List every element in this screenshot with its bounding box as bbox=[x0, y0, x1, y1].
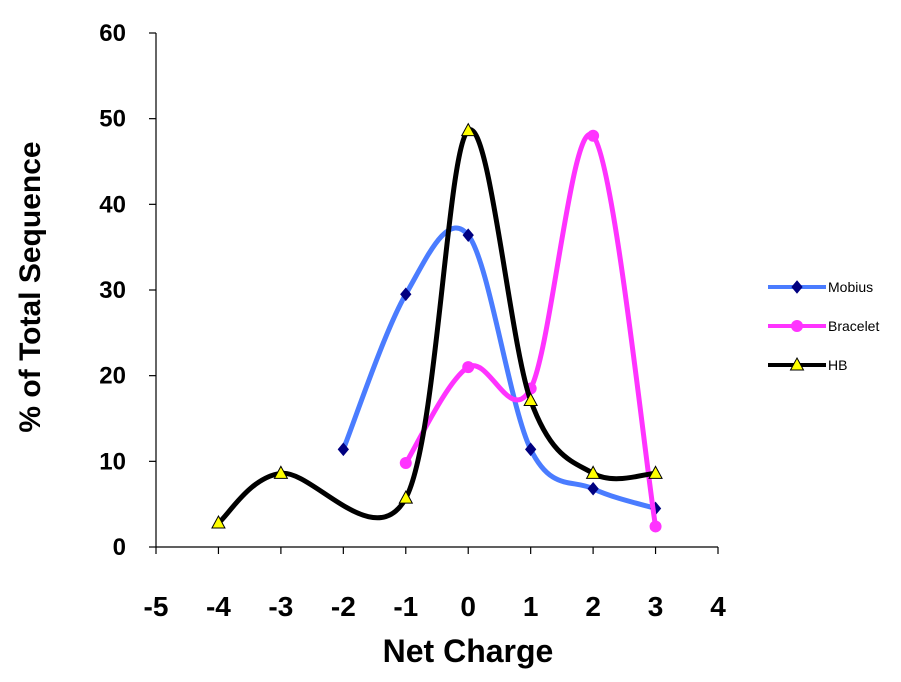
y-tick-label: 40 bbox=[99, 191, 126, 218]
x-tick-label: -5 bbox=[144, 591, 169, 622]
y-tick-label: 30 bbox=[99, 277, 126, 304]
series-line-bracelet bbox=[403, 131, 659, 529]
x-tick-label: 1 bbox=[523, 591, 539, 622]
y-tick-label: 50 bbox=[99, 106, 126, 133]
legend-marker-mobius bbox=[791, 280, 803, 294]
legend-marker-hb bbox=[789, 356, 805, 371]
axes bbox=[149, 32, 719, 554]
data-point-mobius bbox=[587, 481, 599, 496]
series-bracelet bbox=[399, 129, 662, 533]
data-point-hb bbox=[460, 122, 476, 137]
legend-marker-bracelet bbox=[791, 320, 803, 332]
data-point-bracelet bbox=[649, 520, 662, 533]
data-point-mobius bbox=[400, 287, 412, 302]
data-point-bracelet bbox=[399, 457, 412, 470]
x-tick-label: 4 bbox=[710, 591, 726, 622]
x-axis-title: Net Charge bbox=[383, 633, 554, 669]
tick-labels: 0 10 20 30 40 50 60 -5 -4 -3 -2 -1 0 1 2 3 4 bbox=[99, 20, 726, 622]
y-tick-label: 10 bbox=[99, 448, 126, 475]
data-point-mobius bbox=[462, 228, 474, 242]
x-tick-label: -2 bbox=[331, 591, 356, 622]
legend-item-mobius: Mobius bbox=[768, 279, 873, 295]
data-point-hb bbox=[398, 490, 414, 504]
data-point-bracelet bbox=[587, 129, 600, 142]
x-tick-label: -4 bbox=[206, 591, 231, 622]
y-tick-label: 0 bbox=[113, 534, 126, 561]
data-point-hb bbox=[648, 465, 663, 479]
legend-label-mobius: Mobius bbox=[828, 279, 873, 295]
data-point-mobius bbox=[337, 442, 349, 457]
x-tick-label: 0 bbox=[460, 591, 476, 622]
legend-item-bracelet: Bracelet bbox=[768, 318, 879, 334]
x-tick-label: -3 bbox=[268, 591, 293, 622]
data-point-hb bbox=[211, 514, 226, 529]
series-hb bbox=[211, 122, 663, 529]
data-point-mobius bbox=[525, 442, 537, 457]
legend-label-hb: HB bbox=[828, 357, 847, 373]
series-mobius bbox=[337, 225, 662, 516]
data-point-hb bbox=[523, 392, 539, 407]
y-tick-label: 60 bbox=[99, 20, 126, 47]
x-tick-label: 3 bbox=[648, 591, 664, 622]
legend: Mobius Bracelet HB bbox=[768, 279, 879, 373]
legend-item-hb: HB bbox=[768, 356, 847, 373]
data-point-hb bbox=[585, 465, 601, 479]
y-tick-label: 20 bbox=[99, 363, 126, 390]
data-point-bracelet bbox=[462, 361, 475, 374]
series-line-mobius bbox=[340, 225, 659, 511]
x-tick-label: 2 bbox=[585, 591, 601, 622]
data-point-hb bbox=[273, 465, 289, 479]
series-group bbox=[211, 122, 663, 533]
legend-label-bracelet: Bracelet bbox=[828, 318, 879, 334]
y-axis-title: % of Total Sequence bbox=[14, 141, 47, 432]
x-tick-label: -1 bbox=[393, 591, 418, 622]
series-line-hb bbox=[215, 127, 659, 526]
